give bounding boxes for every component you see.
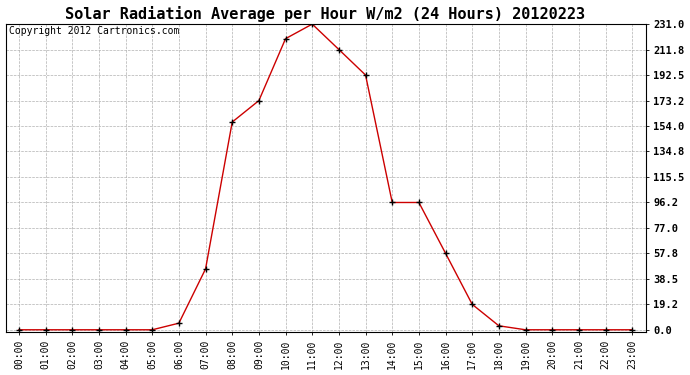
Title: Solar Radiation Average per Hour W/m2 (24 Hours) 20120223: Solar Radiation Average per Hour W/m2 (2… <box>66 6 586 21</box>
Text: Copyright 2012 Cartronics.com: Copyright 2012 Cartronics.com <box>9 26 179 36</box>
